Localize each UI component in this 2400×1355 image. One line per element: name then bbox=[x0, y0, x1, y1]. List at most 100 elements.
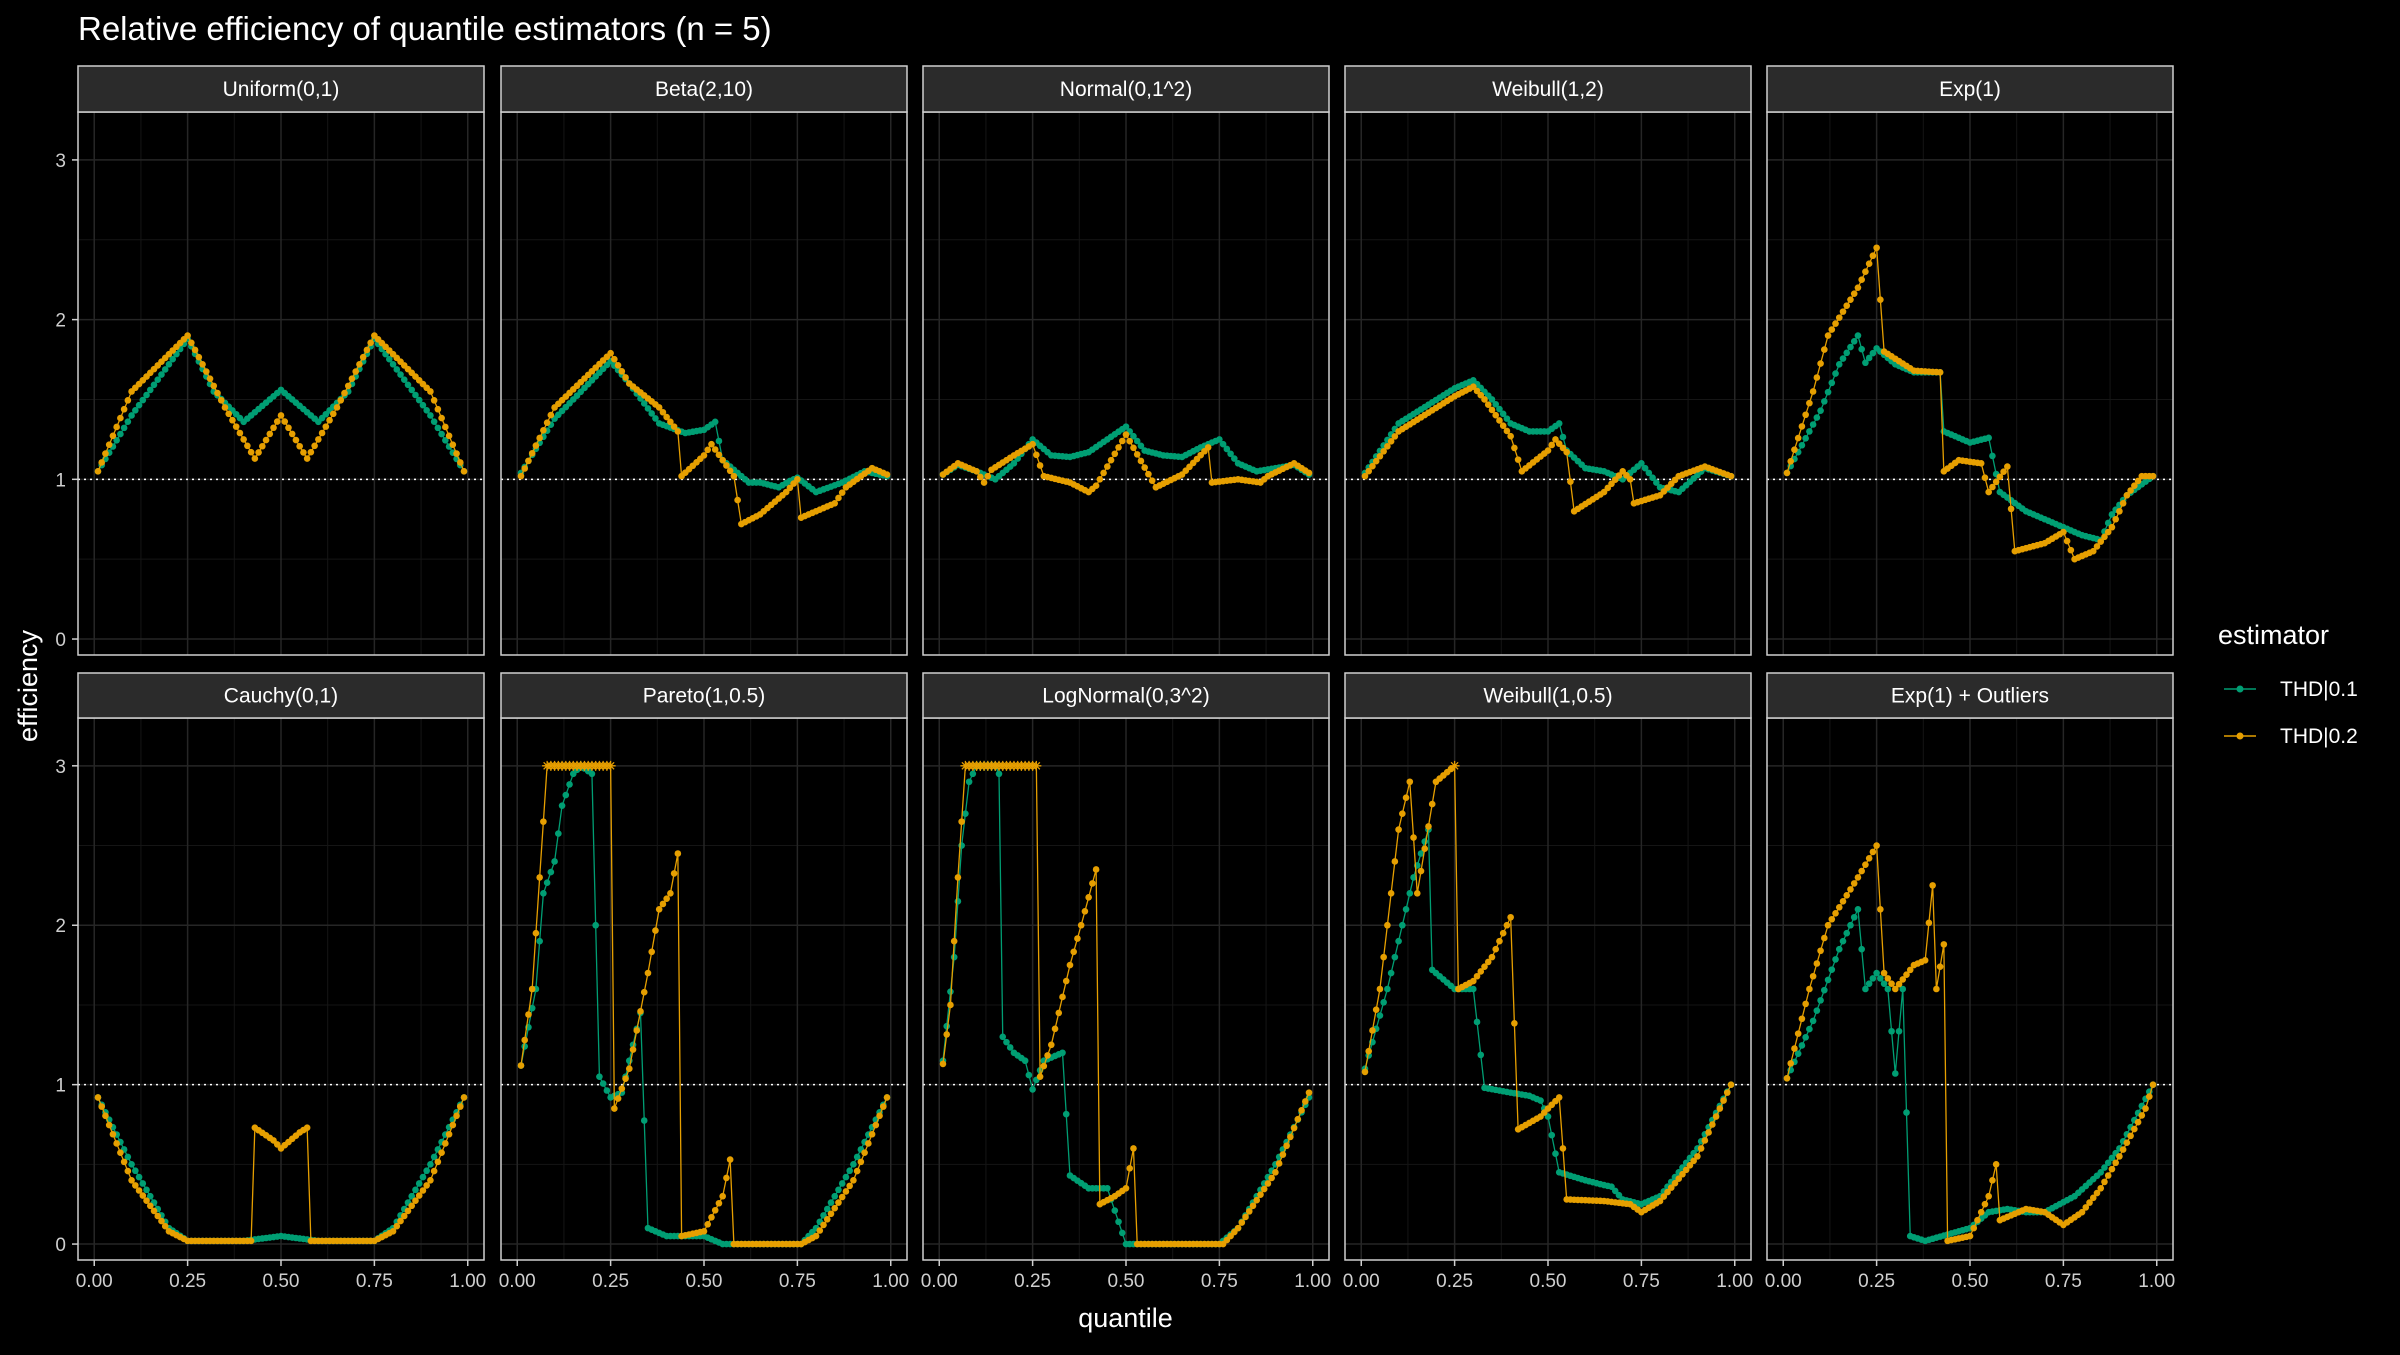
data-point bbox=[1787, 457, 1795, 465]
data-point bbox=[1791, 1045, 1798, 1052]
data-point bbox=[723, 1174, 730, 1182]
data-point bbox=[1062, 977, 1070, 985]
data-point bbox=[202, 368, 210, 375]
data-point bbox=[135, 1173, 143, 1181]
data-point bbox=[2067, 546, 2075, 554]
data-point bbox=[528, 1004, 536, 1012]
data-point bbox=[1787, 1060, 1795, 1067]
data-point bbox=[1406, 890, 1414, 897]
data-point bbox=[540, 818, 547, 825]
data-point bbox=[1148, 477, 1156, 485]
data-point bbox=[1074, 935, 1081, 942]
data-point bbox=[2134, 477, 2142, 485]
data-point bbox=[146, 1192, 154, 1200]
data-point bbox=[2131, 1125, 2138, 1133]
data-point bbox=[1974, 1216, 1981, 1224]
data-point bbox=[1992, 1161, 2000, 1168]
data-point bbox=[734, 496, 741, 504]
data-point bbox=[408, 1202, 416, 1210]
data-point bbox=[1130, 1145, 1137, 1152]
data-point bbox=[143, 1197, 150, 1204]
data-point bbox=[622, 1075, 629, 1082]
data-point bbox=[1104, 463, 1111, 470]
data-point bbox=[146, 1202, 154, 1210]
data-point bbox=[663, 413, 670, 421]
data-point bbox=[456, 1103, 464, 1110]
data-point bbox=[98, 1103, 106, 1110]
data-point bbox=[1709, 1121, 1716, 1128]
data-point bbox=[1835, 945, 1843, 953]
data-point bbox=[674, 850, 682, 857]
data-point bbox=[838, 1180, 846, 1187]
data-point bbox=[1391, 433, 1399, 440]
data-point bbox=[1238, 1219, 1246, 1226]
data-point bbox=[225, 410, 233, 418]
data-point bbox=[1283, 1142, 1290, 1150]
data-point bbox=[150, 381, 158, 389]
data-point bbox=[719, 1192, 726, 1200]
data-point bbox=[434, 1158, 442, 1166]
data-point bbox=[158, 371, 165, 378]
data-point bbox=[1126, 437, 1134, 445]
data-point bbox=[430, 397, 438, 404]
x-tick-label: 0.75 bbox=[779, 1271, 816, 1292]
data-point bbox=[1507, 432, 1514, 440]
data-point bbox=[427, 412, 434, 419]
data-point bbox=[1891, 985, 1899, 993]
data-point bbox=[1234, 1224, 1242, 1232]
data-point bbox=[1253, 1196, 1261, 1204]
data-point bbox=[206, 375, 214, 383]
data-point bbox=[120, 424, 128, 432]
data-point bbox=[1081, 907, 1089, 915]
data-point bbox=[1141, 464, 1148, 471]
data-point bbox=[120, 1158, 128, 1166]
data-point bbox=[1555, 420, 1563, 427]
data-point bbox=[1219, 440, 1227, 448]
data-point bbox=[704, 446, 712, 454]
data-point bbox=[868, 1130, 876, 1138]
x-tick-label: 0.25 bbox=[592, 1271, 629, 1292]
data-point bbox=[105, 1121, 113, 1129]
data-point bbox=[169, 355, 176, 363]
data-point bbox=[1847, 921, 1854, 929]
data-point bbox=[2104, 528, 2112, 536]
data-point bbox=[128, 1161, 135, 1168]
data-point bbox=[950, 937, 958, 945]
data-point bbox=[300, 449, 307, 456]
data-point bbox=[640, 1117, 648, 1124]
data-point bbox=[1828, 966, 1836, 973]
data-point bbox=[1835, 314, 1843, 321]
data-point bbox=[1275, 1160, 1283, 1167]
x-tick-label: 0.00 bbox=[76, 1271, 113, 1292]
data-point bbox=[786, 484, 794, 492]
data-point bbox=[1694, 1153, 1701, 1160]
data-point bbox=[652, 927, 659, 934]
data-point bbox=[259, 442, 266, 450]
data-point bbox=[596, 1073, 603, 1080]
data-point bbox=[1877, 905, 1884, 913]
data-point bbox=[1850, 913, 1858, 921]
data-point bbox=[726, 1156, 734, 1163]
data-point bbox=[2108, 523, 2116, 531]
data-point bbox=[408, 386, 416, 394]
data-point bbox=[389, 1228, 397, 1235]
data-point bbox=[820, 1221, 827, 1229]
data-point bbox=[397, 1217, 404, 1225]
data-point bbox=[400, 1212, 408, 1220]
data-point bbox=[1821, 346, 1828, 353]
data-point bbox=[199, 361, 206, 368]
data-point bbox=[427, 388, 434, 395]
data-point bbox=[1798, 1042, 1806, 1049]
data-point bbox=[2097, 538, 2105, 545]
data-point bbox=[1133, 437, 1141, 445]
data-point bbox=[1376, 452, 1384, 460]
data-point bbox=[419, 1187, 427, 1194]
data-point bbox=[285, 424, 292, 432]
data-point bbox=[456, 459, 464, 466]
data-point bbox=[700, 1228, 708, 1235]
data-point bbox=[670, 423, 678, 430]
data-point bbox=[400, 376, 408, 383]
data-point bbox=[1656, 1197, 1664, 1205]
data-point bbox=[445, 1130, 453, 1138]
